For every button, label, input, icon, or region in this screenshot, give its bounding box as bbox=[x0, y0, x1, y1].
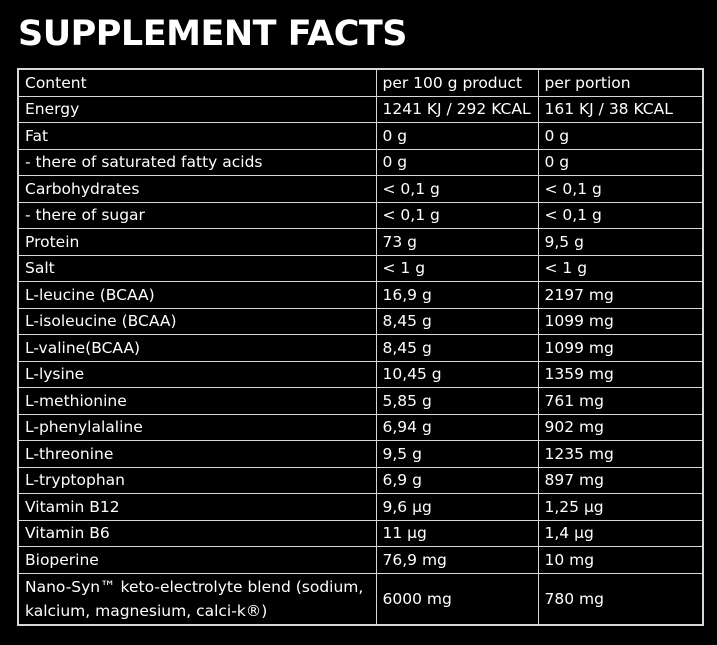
value-per-100g: 0 g bbox=[375, 148, 539, 176]
value-per-portion: 897 mg bbox=[537, 466, 704, 494]
value-per-portion: < 1 g bbox=[537, 254, 704, 282]
table-row: Bioperine 76,9 mg 10 mg bbox=[17, 546, 704, 574]
nutrient-name: Vitamin B6 bbox=[17, 519, 377, 547]
nutrient-name: L-phenylalaline bbox=[17, 413, 377, 441]
nutrient-name: Energy bbox=[17, 95, 377, 123]
value-per-portion: 761 mg bbox=[537, 387, 704, 415]
table-row: Salt < 1 g < 1 g bbox=[17, 254, 704, 282]
table-row: L-phenylalaline 6,94 g 902 mg bbox=[17, 413, 704, 441]
value-per-100g: < 1 g bbox=[375, 254, 539, 282]
table-row: L-threonine 9,5 g 1235 mg bbox=[17, 440, 704, 468]
table-row: L-lysine 10,45 g 1359 mg bbox=[17, 360, 704, 388]
value-per-portion: 780 mg bbox=[537, 572, 704, 625]
value-per-portion: 1099 mg bbox=[537, 307, 704, 335]
value-per-100g: 6,94 g bbox=[375, 413, 539, 441]
nutrient-name: L-threonine bbox=[17, 440, 377, 468]
value-per-100g: 8,45 g bbox=[375, 307, 539, 335]
nutrient-name: L-tryptophan bbox=[17, 466, 377, 494]
value-per-100g: 6,9 g bbox=[375, 466, 539, 494]
nutrient-name: L-leucine (BCAA) bbox=[17, 281, 377, 309]
nutrient-name: Protein bbox=[17, 228, 377, 256]
nutrient-name: Nano-Syn™ keto-electrolyte blend (sodium… bbox=[17, 572, 377, 625]
value-per-portion: 1,4 µg bbox=[537, 519, 704, 547]
nutrient-name: Bioperine bbox=[17, 546, 377, 574]
value-per-100g: 10,45 g bbox=[375, 360, 539, 388]
nutrient-name: L-lysine bbox=[17, 360, 377, 388]
value-per-100g: 5,85 g bbox=[375, 387, 539, 415]
value-per-100g: < 0,1 g bbox=[375, 175, 539, 203]
table-row: Energy 1241 KJ / 292 KCAL 161 KJ / 38 KCAL bbox=[17, 95, 704, 123]
value-per-100g: 0 g bbox=[375, 122, 539, 150]
value-per-portion: 1359 mg bbox=[537, 360, 704, 388]
value-per-portion: < 0,1 g bbox=[537, 175, 704, 203]
nutrient-name: L-methionine bbox=[17, 387, 377, 415]
table-row: L-valine(BCAA) 8,45 g 1099 mg bbox=[17, 334, 704, 362]
supplement-facts-table: Content per 100 g product per portion En… bbox=[17, 68, 704, 626]
table-row: L-leucine (BCAA) 16,9 g 2197 mg bbox=[17, 281, 704, 309]
value-per-portion: 161 KJ / 38 KCAL bbox=[537, 95, 704, 123]
value-per-100g: 76,9 mg bbox=[375, 546, 539, 574]
value-per-portion: 902 mg bbox=[537, 413, 704, 441]
value-per-100g: < 0,1 g bbox=[375, 201, 539, 229]
value-per-100g: 73 g bbox=[375, 228, 539, 256]
value-per-portion: 0 g bbox=[537, 148, 704, 176]
table-header-row: Content per 100 g product per portion bbox=[17, 68, 704, 97]
table-body: Content per 100 g product per portion En… bbox=[17, 68, 704, 625]
value-per-100g: 8,45 g bbox=[375, 334, 539, 362]
table-row: Carbohydrates < 0,1 g < 0,1 g bbox=[17, 175, 704, 203]
table-row: Vitamin B12 9,6 µg 1,25 µg bbox=[17, 493, 704, 521]
value-per-portion: 9,5 g bbox=[537, 228, 704, 256]
header-per-portion: per portion bbox=[537, 68, 704, 97]
value-per-100g: 9,6 µg bbox=[375, 493, 539, 521]
value-per-100g: 9,5 g bbox=[375, 440, 539, 468]
table-row: - there of sugar < 0,1 g < 0,1 g bbox=[17, 201, 704, 229]
value-per-portion: 1,25 µg bbox=[537, 493, 704, 521]
value-per-100g: 6000 mg bbox=[375, 572, 539, 625]
value-per-portion: 2197 mg bbox=[537, 281, 704, 309]
table-row: L-isoleucine (BCAA) 8,45 g 1099 mg bbox=[17, 307, 704, 335]
value-per-portion: < 0,1 g bbox=[537, 201, 704, 229]
nutrient-name: - there of sugar bbox=[17, 201, 377, 229]
header-per-100g: per 100 g product bbox=[375, 68, 539, 97]
value-per-portion: 10 mg bbox=[537, 546, 704, 574]
nutrient-name: L-valine(BCAA) bbox=[17, 334, 377, 362]
value-per-portion: 1099 mg bbox=[537, 334, 704, 362]
nutrient-name: Carbohydrates bbox=[17, 175, 377, 203]
nutrient-name: Vitamin B12 bbox=[17, 493, 377, 521]
value-per-100g: 11 µg bbox=[375, 519, 539, 547]
value-per-portion: 0 g bbox=[537, 122, 704, 150]
nutrient-name: Salt bbox=[17, 254, 377, 282]
table-row: L-tryptophan 6,9 g 897 mg bbox=[17, 466, 704, 494]
value-per-100g: 16,9 g bbox=[375, 281, 539, 309]
table-row: L-methionine 5,85 g 761 mg bbox=[17, 387, 704, 415]
page-title: SUPPLEMENT FACTS bbox=[18, 14, 407, 54]
header-content: Content bbox=[17, 68, 377, 97]
nutrient-name: Fat bbox=[17, 122, 377, 150]
table-row: Nano-Syn™ keto-electrolyte blend (sodium… bbox=[17, 572, 704, 625]
table-row: Vitamin B6 11 µg 1,4 µg bbox=[17, 519, 704, 547]
value-per-100g: 1241 KJ / 292 KCAL bbox=[375, 95, 539, 123]
nutrient-name: - there of saturated fatty acids bbox=[17, 148, 377, 176]
value-per-portion: 1235 mg bbox=[537, 440, 704, 468]
table-row: Protein 73 g 9,5 g bbox=[17, 228, 704, 256]
nutrient-name: L-isoleucine (BCAA) bbox=[17, 307, 377, 335]
